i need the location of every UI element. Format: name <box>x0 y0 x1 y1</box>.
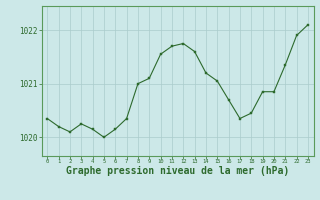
X-axis label: Graphe pression niveau de la mer (hPa): Graphe pression niveau de la mer (hPa) <box>66 166 289 176</box>
